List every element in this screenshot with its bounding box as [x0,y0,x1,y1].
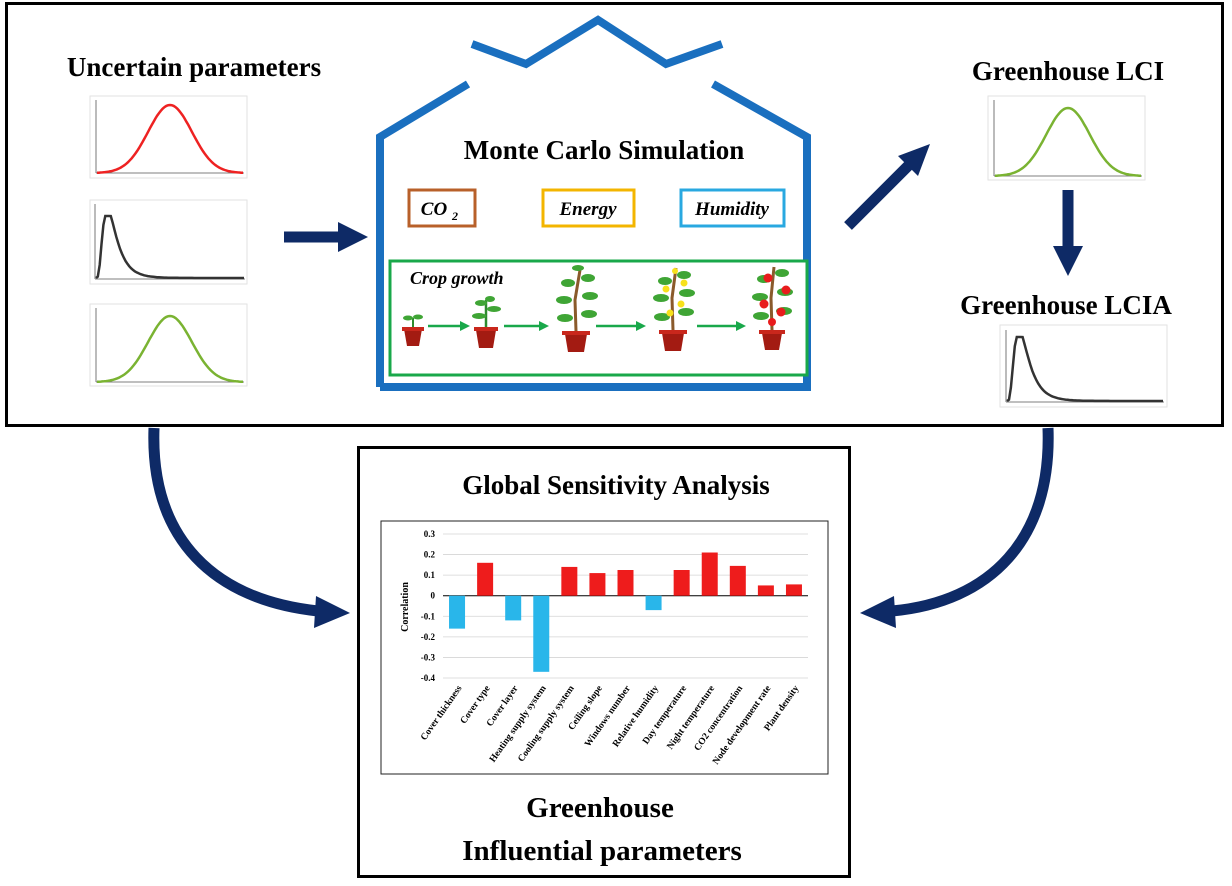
distribution-normal-red [89,95,248,179]
chart-y-tick: 0.1 [424,570,436,580]
lci-title: Greenhouse LCI [972,56,1164,86]
chart-bar [589,573,606,596]
chart-bar [673,570,690,596]
factor-energy-label: Energy [559,199,618,220]
factor-co2-subscript: 2 [451,209,458,223]
factor-humidity-label: Humidity [694,199,769,220]
chart-bar [785,584,802,596]
chart-bar [533,595,550,672]
growth-arrows [428,321,746,331]
chart-frame [380,520,829,775]
chart-bar [617,570,634,596]
arrow-simulation-to-lci [844,144,930,230]
plant-stage-2-icon [472,296,501,348]
chart-bar [701,552,718,596]
factor-energy-box: Energy [541,188,636,228]
chart-y-ticks: 0.3 0.2 0.1 0 -0.1 -0.2 -0.3 -0.4 [421,529,436,683]
arrow-inputs-to-simulation [284,222,368,252]
chart-bar [757,585,774,596]
gsa-title: Global Sensitivity Analysis [462,470,770,500]
chart-bar [505,595,522,621]
chart-y-tick: 0 [431,591,436,601]
arrow-inputs-to-gsa [148,427,350,628]
gsa-panel [357,446,851,878]
distribution-lcia-black [999,324,1168,408]
uncertain-parameters-title: Uncertain parameters [67,52,321,82]
chart-y-tick: -0.2 [421,632,436,642]
chart-bar [477,562,494,596]
arrow-lci-to-lcia [1053,190,1083,276]
factor-co2-box: CO 2 [407,188,477,228]
distribution-lognormal-black [89,199,248,285]
crop-growth-box: Crop growth [388,259,809,377]
chart-y-tick: -0.1 [421,611,436,621]
lcia-title: Greenhouse LCIA [960,290,1172,320]
chart-y-tick: -0.3 [421,652,436,662]
chart-bar [449,595,466,629]
monte-carlo-title: Monte Carlo Simulation [464,135,745,165]
chart-bar [561,566,578,596]
chart-y-tick: 0.2 [424,550,436,560]
plant-stage-1-icon [402,314,424,346]
top-panel [5,2,1224,427]
arrow-lcia-to-gsa [860,427,1054,628]
chart-y-axis-label: Correlation [400,582,411,632]
factor-co2-label: CO [421,199,448,220]
correlation-chart: 0.30.20.10-0.1-0.2-0.3-0.4 Cover thickne… [380,520,829,775]
crop-growth-label: Crop growth [410,268,504,288]
chart-y-tick: -0.4 [421,673,436,683]
chart-bars [449,552,802,672]
chart-bar [729,565,746,596]
gsa-footer-line1: Greenhouse [526,792,674,824]
distribution-lci-green [987,95,1146,181]
chart-bar [645,595,662,611]
factor-humidity-box: Humidity [679,188,786,228]
plant-stage-4-icon [653,267,695,351]
plant-stage-3-icon [556,265,598,352]
gsa-footer-line2: Influential parameters [462,835,742,867]
distribution-normal-green [89,303,248,387]
chart-y-tick: 0.3 [424,529,436,539]
plant-stage-5-icon [752,266,793,350]
